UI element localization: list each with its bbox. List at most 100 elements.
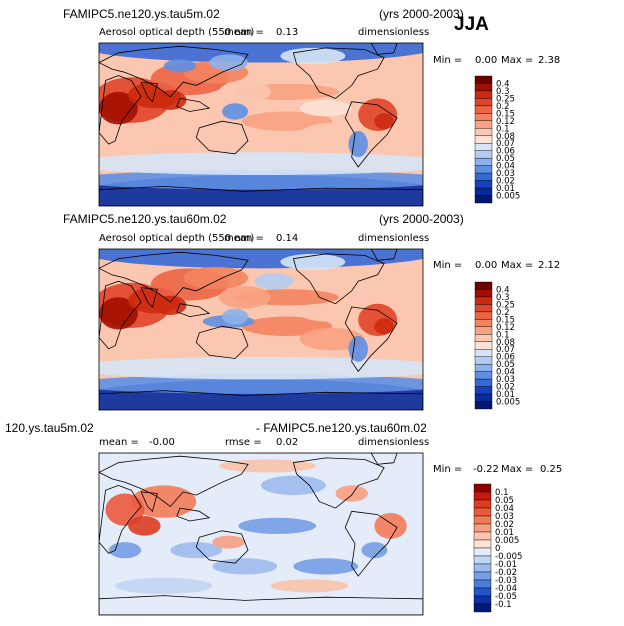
panel1-colorbar-swatch bbox=[474, 195, 493, 204]
panel3-field-region bbox=[212, 535, 245, 549]
panel1-coastline bbox=[99, 185, 423, 206]
panel1-coastline bbox=[292, 47, 385, 99]
panel2-colorbar-swatch bbox=[474, 334, 493, 342]
panel3-coastline bbox=[140, 491, 158, 513]
panel2-colorbar-swatch bbox=[474, 341, 493, 350]
panel3-field-region bbox=[374, 512, 407, 539]
panel1-field-region bbox=[99, 152, 423, 176]
panel3-field-region bbox=[261, 475, 326, 496]
panel3-min-label: Min = bbox=[433, 464, 463, 475]
panel2-colorbar-label: 0.005 bbox=[496, 398, 520, 408]
panel1-colorbar-swatch bbox=[474, 90, 493, 99]
panel1-colorbar-swatch bbox=[474, 105, 493, 114]
panel2-colorbar-label: 0.03 bbox=[496, 375, 515, 385]
panel3-max-value: 0.25 bbox=[540, 464, 563, 475]
panel2-field-region bbox=[99, 356, 423, 380]
panel2-coastline bbox=[99, 390, 423, 410]
panel2-field-region bbox=[99, 374, 423, 394]
panel3-coastline bbox=[370, 453, 398, 465]
panel3-colorbar-label: -0.04 bbox=[495, 584, 517, 594]
panel1-min-label: Min = bbox=[433, 55, 463, 66]
panel3-colorbar-swatch bbox=[473, 539, 492, 549]
panel3-case-right: - FAMIPC5.ne120.ys.tau60m.02 bbox=[256, 421, 427, 435]
panel2-field-region bbox=[241, 316, 333, 336]
panel1-mean-value: 0.13 bbox=[276, 27, 299, 38]
panel2-colorbar-swatch bbox=[474, 401, 493, 410]
panel3-colorbar-label: -0.02 bbox=[495, 568, 517, 578]
panel2-coastline bbox=[292, 253, 385, 305]
panel2-colorbar-swatch bbox=[474, 281, 493, 290]
panel3-coastline bbox=[195, 530, 249, 564]
panel1-colorbar-swatch bbox=[474, 157, 493, 166]
panel2-coastline bbox=[344, 306, 398, 373]
panel3-map bbox=[99, 453, 423, 615]
panel1-max-value: 2.38 bbox=[538, 55, 561, 66]
panel1-field-region bbox=[99, 170, 423, 190]
panel1-colorbar-label: 0.25 bbox=[496, 94, 515, 104]
panel2-field-region bbox=[183, 266, 249, 290]
panel2-coastline bbox=[140, 287, 158, 308]
panel1-colorbar-swatch bbox=[474, 98, 493, 107]
panel2-field-region bbox=[374, 318, 394, 335]
panel1-field-region bbox=[209, 54, 249, 71]
panel1-map-frame bbox=[98, 42, 424, 207]
panel2-colorbar-swatch bbox=[474, 356, 493, 365]
panel3-colorbar-label: -0.01 bbox=[495, 560, 517, 570]
panel1-colorbar-swatch bbox=[474, 113, 493, 122]
panel3-colorbar-swatch bbox=[473, 515, 492, 525]
panel3-coastline bbox=[99, 455, 249, 508]
panel1-field-region bbox=[280, 47, 346, 65]
panel3-coastline bbox=[99, 484, 142, 554]
panel3-field-region bbox=[115, 577, 213, 594]
panel3-colorbar-swatch bbox=[473, 523, 492, 533]
panel1-colorbar-label: 0.3 bbox=[496, 87, 510, 97]
panel2-years: (yrs 2000-2003) bbox=[379, 212, 464, 226]
panel1-coastline bbox=[99, 75, 142, 145]
panel2-colorbar-label: 0.4 bbox=[496, 285, 510, 295]
panel3-colorbar-label: 0.01 bbox=[495, 528, 514, 538]
panel3-colorbar-swatch bbox=[473, 531, 492, 541]
panel2-variable: Aerosol optical depth (550 nm) bbox=[99, 233, 255, 244]
panel1-colorbar-label: 0.4 bbox=[496, 79, 510, 89]
panel3-min-value: -0.22 bbox=[473, 464, 499, 475]
panel3-mean-value: -0.00 bbox=[149, 437, 175, 448]
panel2-colorbar-label: 0.01 bbox=[496, 390, 515, 400]
panel2-map bbox=[99, 249, 423, 410]
panel1-colorbar-label: 0.03 bbox=[496, 169, 515, 179]
panel2-colorbar-swatch bbox=[474, 363, 493, 372]
panel1-colorbar-label: 0.07 bbox=[496, 139, 515, 149]
season-label: JJA bbox=[454, 14, 489, 35]
panel2-coastline bbox=[195, 325, 249, 359]
panel1-field-region bbox=[299, 100, 352, 117]
panel3-colorbar-label: -0.05 bbox=[495, 592, 517, 602]
panel2-colorbar-swatch bbox=[474, 349, 493, 357]
panel1-colorbar-label: 0.1 bbox=[496, 124, 510, 134]
panel2-min-value: 0.00 bbox=[475, 260, 498, 271]
panel2-colorbar-label: 0.04 bbox=[496, 368, 515, 378]
panel1-units: dimensionless bbox=[358, 27, 430, 38]
panel3-field-region bbox=[335, 485, 368, 502]
panel3-field-region bbox=[212, 558, 278, 575]
panel1-colorbar-label: 0.005 bbox=[496, 192, 520, 202]
panel3-case-title: 120.ys.tau5m.02 bbox=[5, 421, 94, 435]
panel2-field-region bbox=[299, 327, 365, 351]
panel3-colorbar-swatch bbox=[473, 547, 492, 557]
panel3-colorbar-swatch bbox=[473, 483, 492, 493]
panel2-colorbar-label: 0.12 bbox=[496, 323, 515, 333]
panel2-colorbar-swatch bbox=[474, 378, 493, 387]
panel1-field-region bbox=[218, 80, 271, 104]
panel1-field-region bbox=[163, 59, 197, 73]
panel1-field-region bbox=[374, 113, 394, 130]
panel3-colorbar-label: 0.03 bbox=[495, 512, 514, 522]
panel3-colorbar-label: 0.02 bbox=[495, 520, 514, 530]
panel3-colorbar-swatch bbox=[473, 507, 492, 517]
panel3-coastline bbox=[292, 457, 385, 509]
panel3-colorbar-swatch bbox=[473, 587, 492, 597]
panel1-coastline bbox=[140, 81, 158, 103]
panel2-colorbar-label: 0.08 bbox=[496, 338, 515, 348]
panel3-colorbar-swatch bbox=[473, 603, 492, 613]
panel1-years: (yrs 2000-2003) bbox=[379, 7, 464, 21]
panel2-field-region bbox=[254, 273, 294, 290]
panel1-coastline bbox=[344, 101, 398, 168]
